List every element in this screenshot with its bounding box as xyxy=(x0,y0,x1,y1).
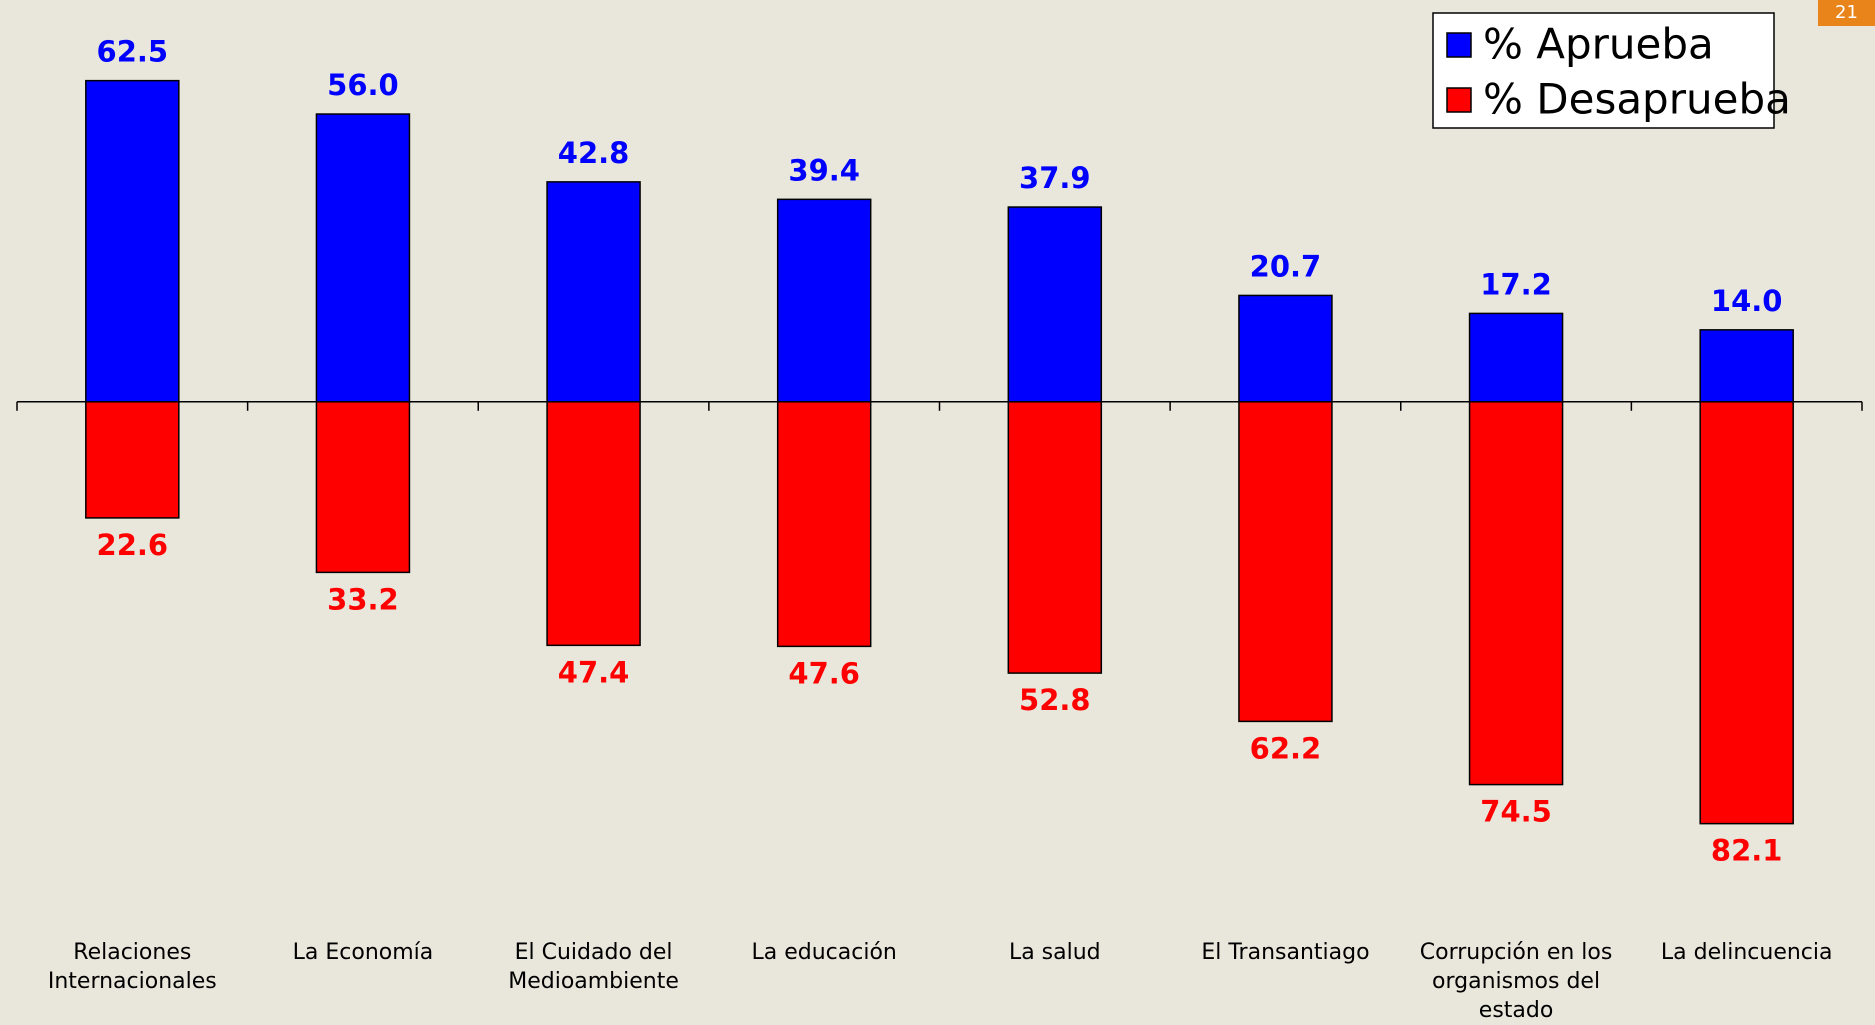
legend-swatch xyxy=(1446,32,1472,58)
x-tick-label: El Transantiago xyxy=(1201,940,1370,965)
x-tick-label: El Cuidado del Medioambiente xyxy=(508,940,679,994)
x-tick-label: La salud xyxy=(1008,940,1101,965)
bar xyxy=(85,79,180,403)
value-label: 17.2 xyxy=(1480,267,1552,301)
x-tick-label: Corrupción en los organismos del estado xyxy=(1419,940,1613,1023)
value-label: 74.5 xyxy=(1480,795,1552,829)
x-tick-label: La Economía xyxy=(292,940,434,965)
value-label: 37.9 xyxy=(1019,161,1091,195)
bar xyxy=(776,401,872,648)
value-label: 47.6 xyxy=(788,656,860,690)
bar xyxy=(1699,401,1794,825)
x-tick-label: Relaciones Internacionales xyxy=(47,940,217,994)
value-label: 47.4 xyxy=(558,655,630,689)
value-label: 52.8 xyxy=(1019,683,1091,717)
bar xyxy=(1007,206,1103,403)
x-tick-label: La delincuencia xyxy=(1660,940,1833,965)
value-label: 62.5 xyxy=(97,35,169,69)
bar xyxy=(1468,312,1564,403)
bar xyxy=(776,198,872,403)
value-label: 20.7 xyxy=(1250,249,1322,283)
bar xyxy=(315,113,411,403)
bar xyxy=(546,401,641,647)
value-label: 42.8 xyxy=(558,136,630,170)
value-label: 39.4 xyxy=(788,153,860,187)
page-number: 21 xyxy=(1818,0,1875,26)
legend-box xyxy=(1432,12,1775,129)
bar xyxy=(1007,401,1103,674)
bar xyxy=(1238,401,1333,723)
legend-swatch xyxy=(1446,87,1472,113)
bar xyxy=(85,401,180,519)
value-label: 62.2 xyxy=(1250,731,1322,765)
bar xyxy=(1699,329,1794,403)
bar xyxy=(315,401,411,574)
bar xyxy=(1238,294,1333,403)
value-label: 56.0 xyxy=(327,68,399,102)
value-label: 82.1 xyxy=(1711,834,1783,868)
value-label: 22.6 xyxy=(97,528,169,562)
legend-label: % Desaprueba xyxy=(1483,75,1791,124)
legend-label: % Aprueba xyxy=(1483,20,1714,69)
value-label: 14.0 xyxy=(1711,284,1783,318)
bar xyxy=(1468,401,1564,786)
x-tick-label: La educación xyxy=(751,940,897,965)
value-label: 33.2 xyxy=(327,582,399,616)
bar xyxy=(546,181,641,403)
